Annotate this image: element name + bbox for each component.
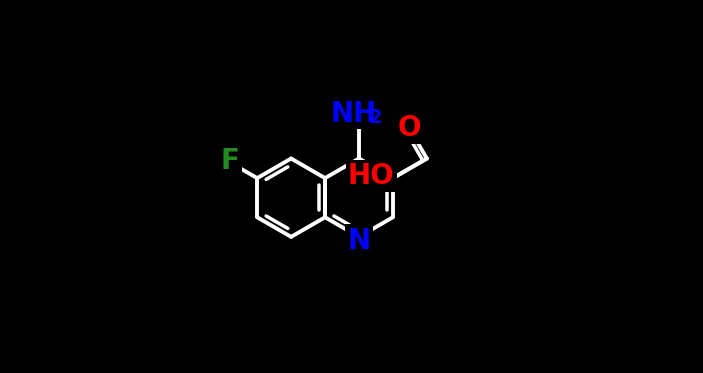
Text: F: F <box>221 147 240 175</box>
Text: HO: HO <box>348 162 394 190</box>
Text: N: N <box>347 226 370 255</box>
Text: NH: NH <box>330 100 377 128</box>
Text: 2: 2 <box>368 108 382 127</box>
Text: O: O <box>397 114 421 142</box>
